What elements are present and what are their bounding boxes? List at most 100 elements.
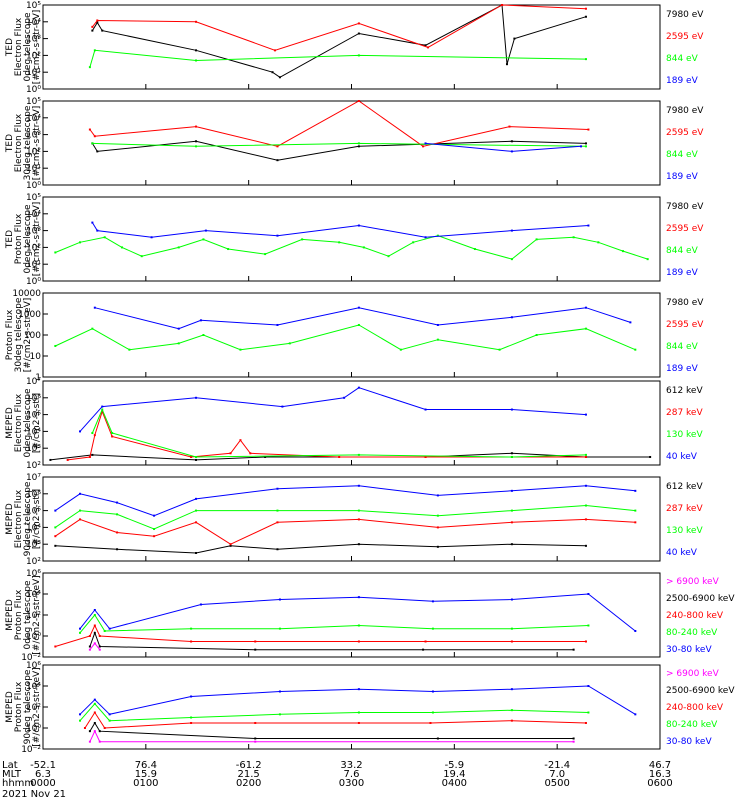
data-point [96, 19, 99, 22]
data-point [629, 321, 632, 324]
data-point [436, 545, 439, 548]
data-point [195, 49, 198, 52]
data-point [357, 100, 360, 102]
data-point [424, 640, 427, 643]
y-tick-label: 10⁵ [26, 507, 41, 517]
data-point [254, 740, 257, 743]
y-tick-label: 10² [26, 243, 41, 253]
legend-entry: 2595 eV [666, 32, 704, 42]
data-point [276, 548, 279, 551]
legend-entry: 80-240 keV [666, 628, 718, 638]
data-point [54, 251, 57, 254]
series-line [79, 614, 589, 634]
data-point [195, 458, 198, 461]
legend-entry: 2595 eV [666, 224, 704, 234]
y-tick-label: 10² [26, 461, 41, 471]
data-point [91, 142, 94, 145]
data-point [93, 49, 96, 52]
series-line [79, 593, 636, 632]
data-point [357, 543, 360, 546]
y-tick-label: 10000 [12, 289, 41, 299]
y-axis-label: Proton Flux30deg telescope[#/cm2-s-str-e… [5, 297, 33, 372]
data-point [101, 410, 104, 413]
data-point [584, 544, 587, 547]
data-point [54, 509, 57, 512]
data-point [88, 128, 91, 131]
legend-entry: 30-80 keV [666, 645, 712, 655]
footer-row-label-hhmm: hhmm [2, 778, 34, 789]
data-point [254, 737, 257, 740]
data-point [572, 648, 575, 651]
legend-entry: 7980 eV [666, 298, 704, 308]
data-point [96, 21, 99, 24]
data-point [101, 29, 104, 32]
data-point [436, 323, 439, 326]
data-point [54, 344, 57, 347]
data-point [535, 238, 538, 241]
footer-mlt-value: 19.4 [443, 769, 465, 780]
data-point [584, 58, 587, 61]
data-point [597, 241, 600, 244]
data-point [357, 306, 360, 309]
data-point [646, 258, 649, 261]
footer-mlt-value: 15.9 [135, 769, 157, 780]
data-point [195, 509, 198, 512]
data-point [49, 458, 52, 461]
y-axis-label: TEDProton Flux0deg telescope[#/cm2-s-str… [5, 202, 42, 277]
data-point [584, 484, 587, 487]
data-point [357, 484, 360, 487]
data-point [505, 63, 508, 66]
y-tick-label: 10⁻² [21, 745, 41, 755]
data-point [91, 25, 94, 28]
footer-hhmm-value: 0400 [442, 778, 467, 789]
series-line [89, 631, 574, 651]
data-point [54, 535, 57, 538]
series-line [84, 711, 587, 729]
legend-entry: 2500-6900 keV [666, 686, 735, 696]
data-point [431, 690, 434, 693]
data-point [93, 730, 96, 733]
data-point [357, 323, 360, 326]
data-point [195, 125, 198, 128]
footer-row-label-mlt: MLT [2, 769, 22, 780]
data-point [120, 246, 123, 249]
panel-frame [42, 4, 661, 90]
y-tick-label: 10⁷ [26, 473, 41, 483]
series-line [55, 518, 636, 545]
data-point [195, 521, 198, 524]
data-point [98, 740, 101, 743]
data-point [195, 455, 198, 458]
footer-lat-value: -61.2 [236, 760, 262, 771]
data-point [357, 596, 360, 599]
data-point [103, 236, 106, 239]
data-point [338, 241, 341, 244]
data-point [190, 455, 193, 458]
data-point [202, 334, 205, 336]
legend-entry: 30-80 keV [666, 737, 712, 747]
data-point [412, 241, 415, 244]
data-point [195, 20, 198, 23]
y-tick-label: 10⁴ [26, 18, 41, 28]
data-point [510, 316, 513, 319]
data-point [111, 432, 114, 435]
data-point [431, 600, 434, 603]
data-point [510, 455, 513, 458]
data-point [54, 526, 57, 529]
footer-hhmm-value: 0500 [544, 778, 569, 789]
legend-entry: 612 keV [666, 386, 703, 396]
series-line [92, 142, 587, 147]
data-point [93, 608, 96, 611]
data-point [278, 713, 281, 716]
data-point [424, 142, 427, 145]
data-point [587, 711, 590, 714]
data-point [190, 716, 193, 719]
data-point [288, 342, 291, 345]
y-tick-label: 1 [35, 373, 41, 383]
legend-entry: 612 keV [666, 482, 703, 492]
legend-entry: 2500-6900 keV [666, 594, 735, 604]
data-point [229, 543, 232, 546]
legend-entry: 7980 eV [666, 202, 704, 212]
